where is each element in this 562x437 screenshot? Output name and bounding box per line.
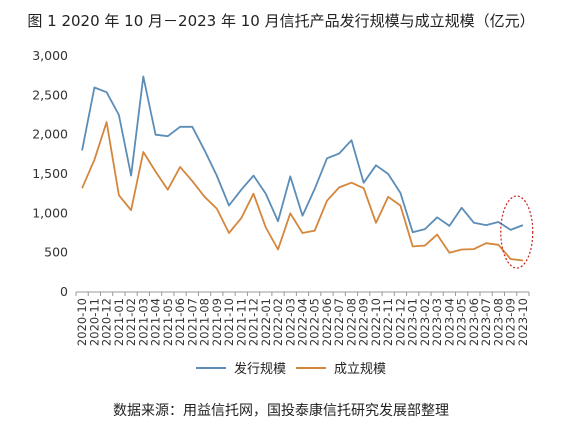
x-tick-label: 2021-07 — [185, 298, 199, 346]
x-tick-label: 2023-03 — [430, 298, 444, 346]
data-source-note: 数据来源：用益信托网，国投泰康信托研究发展部整理 — [113, 403, 449, 419]
x-tick-label: 2023-02 — [418, 298, 432, 346]
x-tick-label: 2021-01 — [112, 298, 126, 346]
x-tick-label: 2021-05 — [161, 298, 175, 346]
highlight-ellipse — [500, 195, 534, 269]
annotation-layer — [500, 195, 534, 269]
x-tick-label: 2022-07 — [332, 298, 346, 346]
legend-label: 发行规模 — [234, 361, 286, 377]
y-tick-label: 0 — [60, 284, 68, 299]
x-tick-label: 2022-12 — [393, 298, 407, 346]
legend: 发行规模 成立规模 — [196, 361, 386, 377]
legend-label: 成立规模 — [334, 362, 386, 377]
x-tick-label: 2023-04 — [442, 298, 456, 346]
x-tick-label: 2022-04 — [296, 298, 310, 346]
series-line-2 — [81, 121, 524, 262]
x-tick-label: 2022-08 — [344, 298, 358, 346]
y-tick-label: 500 — [44, 245, 68, 260]
x-tick-label: 2023-06 — [467, 298, 481, 346]
y-tick-label: 1,500 — [32, 166, 68, 181]
x-tick-label: 2022-03 — [283, 298, 297, 346]
x-tick-label: 2023-09 — [504, 298, 518, 346]
y-tick-label: 3,000 — [32, 48, 68, 63]
y-tick-label: 2,500 — [32, 87, 68, 102]
series-layer — [81, 75, 524, 262]
x-tick-label: 2021-10 — [222, 298, 236, 346]
x-tick-label: 2023-10 — [516, 298, 530, 346]
x-tick-label: 2022-09 — [357, 298, 371, 346]
series-line-1 — [81, 75, 524, 234]
y-tick-label: 1,000 — [32, 205, 68, 220]
x-tick-label: 2020-10 — [75, 298, 89, 346]
x-tick-label: 2021-08 — [198, 298, 212, 346]
x-tick-label: 2021-04 — [149, 298, 163, 346]
x-tick-label: 2022-05 — [308, 298, 322, 346]
x-tick-label: 2021-03 — [136, 298, 150, 346]
x-tick-label: 2021-11 — [234, 298, 248, 346]
x-tick-label: 2022-10 — [369, 298, 383, 346]
x-tick-label: 2023-07 — [479, 298, 493, 346]
x-tick-label: 2021-12 — [247, 298, 261, 346]
x-tick-label: 2022-11 — [381, 298, 395, 346]
y-axis: 0 500 1,000 1,500 2,000 2,500 3,000 — [32, 48, 68, 299]
chart-title: 图 1 2020 年 10 月－2023 年 10 月信托产品发行规模与成立规模… — [27, 12, 535, 30]
x-tick-label: 2023-08 — [491, 298, 505, 346]
x-tick-label: 2021-02 — [124, 298, 138, 346]
x-axis: 2020-102020-112020-122021-012021-022021-… — [75, 291, 530, 346]
x-tick-label: 2023-05 — [455, 298, 469, 346]
x-tick-label: 2021-09 — [210, 298, 224, 346]
x-tick-label: 2021-06 — [173, 298, 187, 346]
x-tick-label: 2020-11 — [87, 298, 101, 346]
x-tick-label: 2022-02 — [271, 298, 285, 346]
x-tick-label: 2020-12 — [100, 298, 114, 346]
x-tick-label: 2022-06 — [320, 298, 334, 346]
x-tick-label: 2023-01 — [406, 298, 420, 346]
x-tick-label: 2022-01 — [259, 298, 273, 346]
y-tick-label: 2,000 — [32, 127, 68, 142]
